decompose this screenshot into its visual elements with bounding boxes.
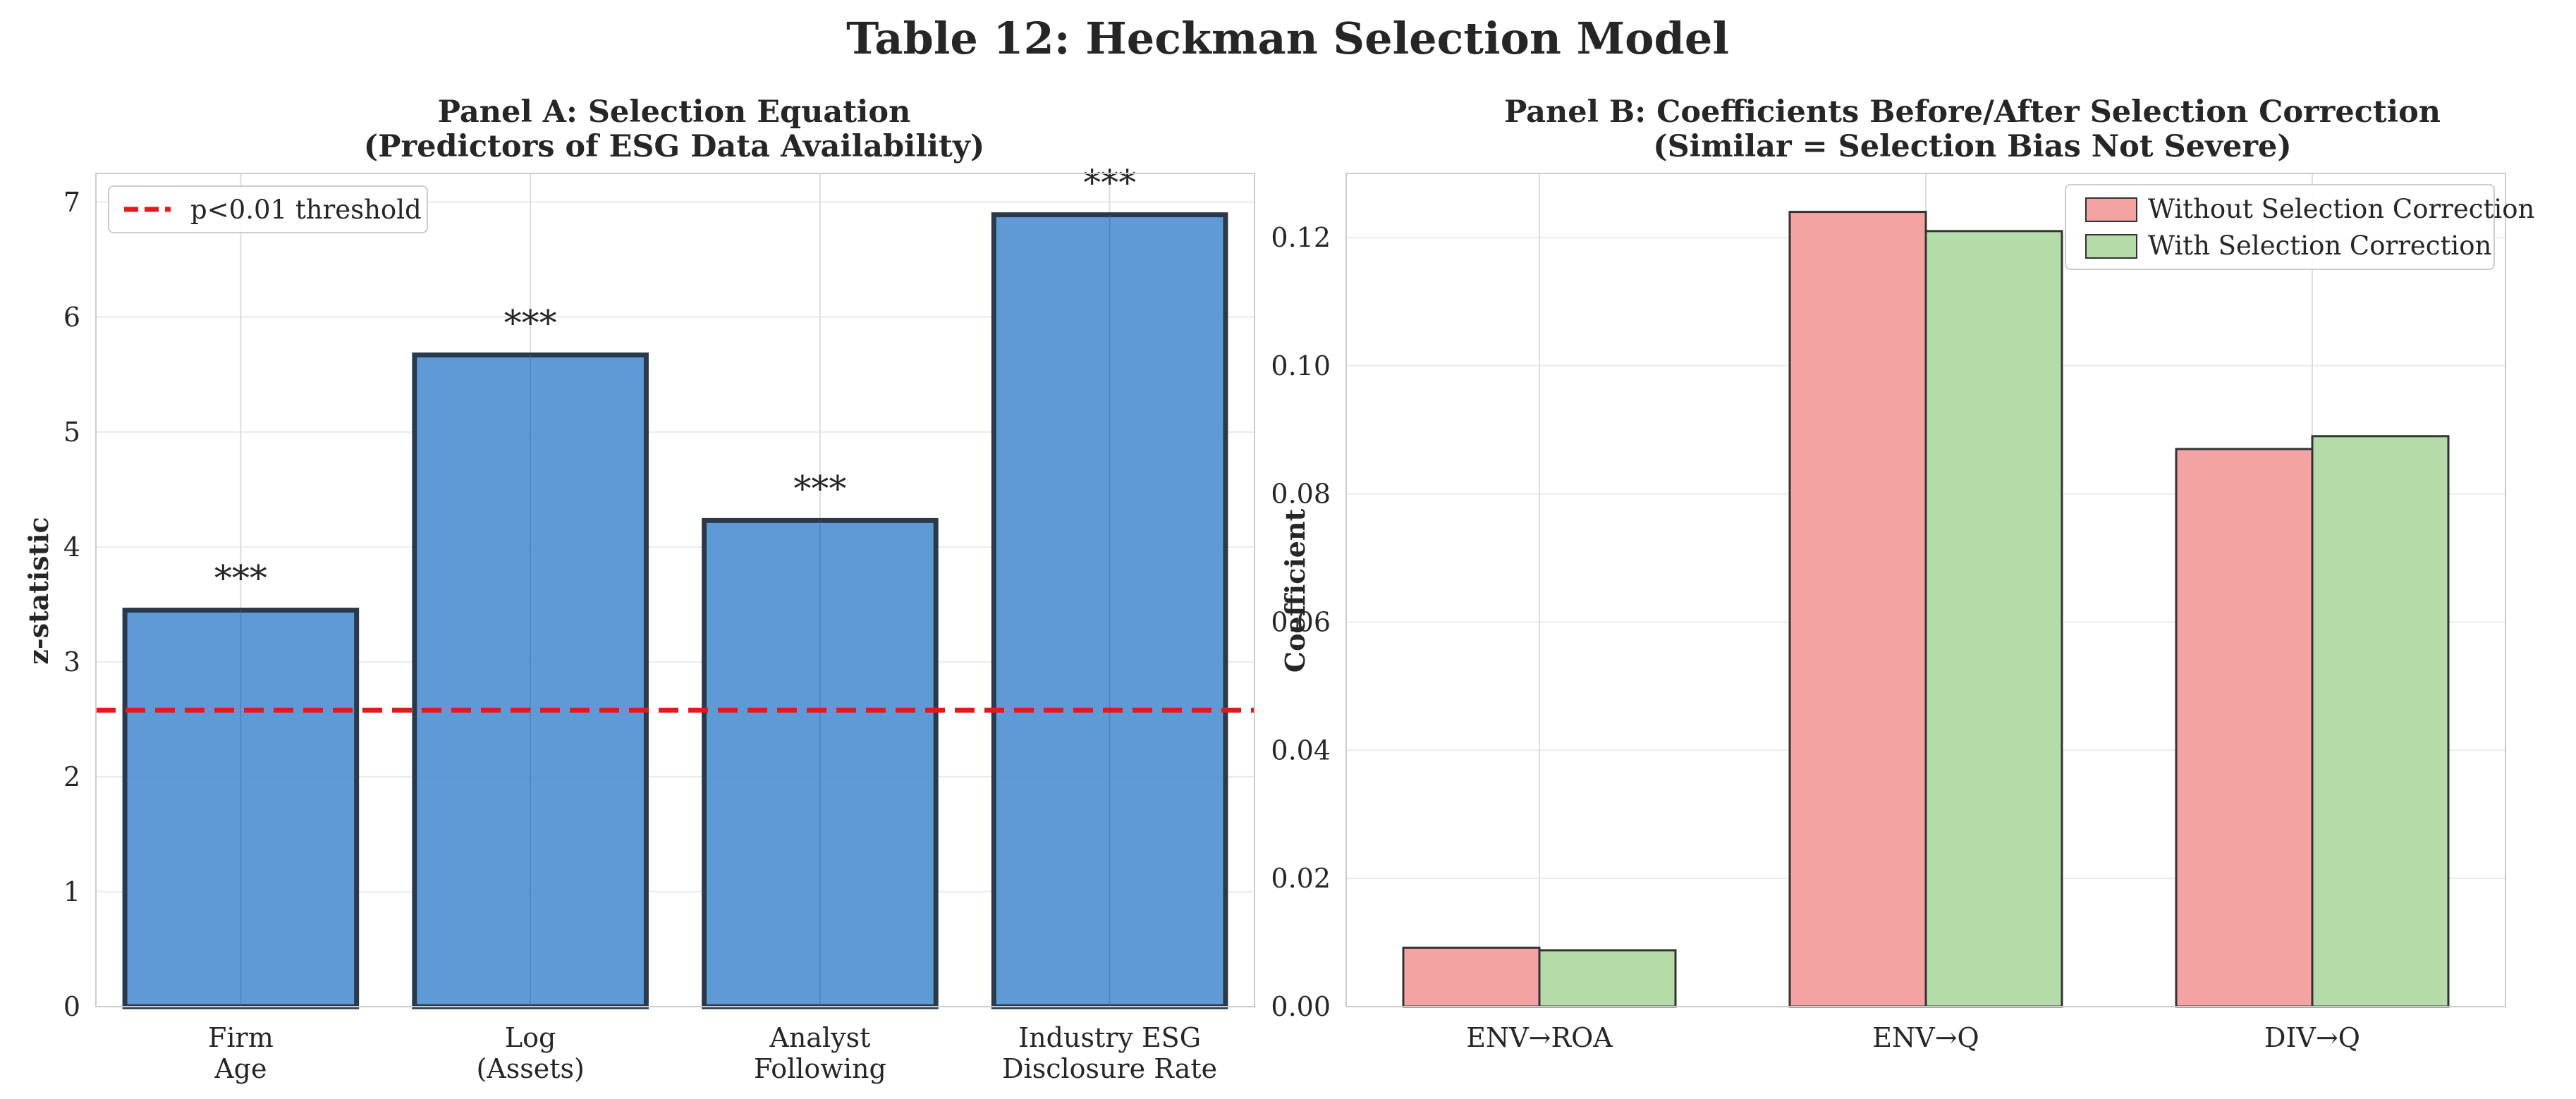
panel-b-y-tick: 0.02 xyxy=(1271,863,1331,894)
panel-b-y-tick: 0.06 xyxy=(1271,606,1331,637)
panel-a-x-tick: Analyst xyxy=(769,1022,870,1053)
panel-b-title: Panel B: Coefficients Before/After Selec… xyxy=(1504,94,2441,130)
panel-b-bars xyxy=(1402,211,2450,1008)
panel-a-x-tick: Firm xyxy=(208,1022,274,1053)
panel-b-legend: Without Selection Correction With Select… xyxy=(2065,184,2534,270)
panel-a-y-tick: 1 xyxy=(63,876,80,907)
panel-a-significance-labels: *** *** *** *** xyxy=(214,163,1136,599)
panel-a-legend: p<0.01 threshold xyxy=(108,185,428,233)
panel-b-y-tick: 0.00 xyxy=(1271,991,1331,1022)
panel-b-y-tick: 0.08 xyxy=(1271,479,1331,510)
panel-a-x-tick: Industry ESG xyxy=(1018,1022,1201,1053)
panel-b-y-tick: 0.04 xyxy=(1271,735,1331,766)
legend-with-correction-swatch xyxy=(2085,234,2137,259)
panel-a-legend-box xyxy=(108,185,428,233)
panel-b-bar-with-correction xyxy=(1538,949,1677,1008)
legend-with-correction-label: With Selection Correction xyxy=(2148,231,2491,261)
panel-a-x-tick: Age xyxy=(214,1053,267,1084)
panel-b-bar-with-correction xyxy=(1924,230,2063,1008)
panel-b-y-tick: 0.10 xyxy=(1271,350,1331,381)
panel-b-bar-without-correction xyxy=(1402,946,1541,1008)
panel-a-y-axis-label: z-statistic xyxy=(23,517,54,664)
panel-a-y-tick: 5 xyxy=(63,417,80,448)
panel-a-y-tick: 4 xyxy=(63,532,80,563)
figure-title: Table 12: Heckman Selection Model xyxy=(846,13,1729,64)
panel-b-legend-box xyxy=(2065,184,2495,270)
panel-b-x-tick-labels: ENV→ROA ENV→Q DIV→Q xyxy=(1466,1022,2360,1053)
panel-b-bar-without-correction xyxy=(2175,448,2314,1008)
legend-without-correction-label: Without Selection Correction xyxy=(2148,194,2534,224)
legend-threshold-label: p<0.01 threshold xyxy=(190,195,422,225)
panel-a-significance-label: *** xyxy=(1083,163,1136,204)
panel-a-y-tick: 6 xyxy=(63,302,80,333)
panel-b-subtitle: (Similar = Selection Bias Not Severe) xyxy=(1653,129,2291,164)
panel-a-y-tick: 2 xyxy=(63,761,80,792)
legend-without-correction-swatch xyxy=(2085,197,2137,222)
panel-a-bars xyxy=(122,212,1228,1009)
panel-b-bar-without-correction xyxy=(1788,211,1927,1008)
panel-a-x-tick: Following xyxy=(754,1053,886,1084)
panel-a-significance-label: *** xyxy=(214,558,267,599)
panel-a-y-tick-labels: 0 1 2 3 4 5 6 7 xyxy=(63,187,80,1022)
panel-a-significance-label: *** xyxy=(793,468,846,509)
panel-a-frame xyxy=(95,173,1255,1007)
panel-b-y-tick: 0.12 xyxy=(1271,222,1331,253)
panel-a-title: Panel A: Selection Equation xyxy=(438,94,911,130)
panel-b-x-tick: DIV→Q xyxy=(2264,1022,2360,1053)
panel-a-chart: Panel A: Selection Equation (Predictors … xyxy=(23,94,1255,1084)
panel-a-subtitle: (Predictors of ESG Data Availability) xyxy=(364,129,984,164)
panel-b-bar-with-correction xyxy=(2311,435,2450,1008)
panel-a-y-tick: 7 xyxy=(63,187,80,218)
panel-a-y-tick: 3 xyxy=(63,646,80,677)
panel-b-y-axis-label: Coefficient xyxy=(1279,508,1311,673)
panel-b-x-tick: ENV→Q xyxy=(1872,1022,1979,1053)
panel-b-frame xyxy=(1345,173,2506,1007)
panel-a-x-tick: Log xyxy=(505,1022,556,1053)
panel-a-y-tick: 0 xyxy=(63,991,80,1022)
panel-b-y-tick-labels: 0.00 0.02 0.04 0.06 0.08 0.10 0.12 xyxy=(1271,222,1331,1022)
panel-a-x-tick: (Assets) xyxy=(476,1053,584,1084)
panel-b-chart: Panel B: Coefficients Before/After Selec… xyxy=(1271,94,2534,1053)
panel-a-x-tick: Disclosure Rate xyxy=(1002,1053,1217,1084)
panel-b-x-tick: ENV→ROA xyxy=(1466,1022,1613,1053)
panel-a-significance-label: *** xyxy=(504,303,557,344)
